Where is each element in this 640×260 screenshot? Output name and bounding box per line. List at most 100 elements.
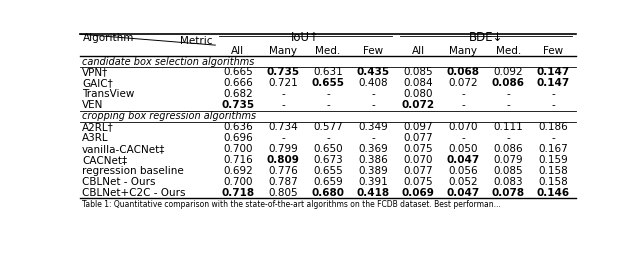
Text: -: - bbox=[371, 133, 375, 143]
Text: VPN†: VPN† bbox=[82, 67, 108, 77]
Text: CACNet‡: CACNet‡ bbox=[82, 155, 127, 165]
Text: A2RL†: A2RL† bbox=[82, 122, 114, 132]
Text: CBLNet - Ours: CBLNet - Ours bbox=[82, 177, 156, 187]
Text: -: - bbox=[461, 89, 465, 99]
Text: 0.079: 0.079 bbox=[493, 155, 523, 165]
Text: 0.158: 0.158 bbox=[539, 166, 568, 176]
Text: 0.069: 0.069 bbox=[402, 187, 435, 198]
Text: -: - bbox=[552, 133, 556, 143]
Text: 0.075: 0.075 bbox=[403, 144, 433, 154]
Text: 0.386: 0.386 bbox=[358, 155, 388, 165]
Text: 0.083: 0.083 bbox=[493, 177, 523, 187]
Text: BDE↓: BDE↓ bbox=[468, 31, 503, 44]
Text: 0.097: 0.097 bbox=[403, 122, 433, 132]
Text: 0.078: 0.078 bbox=[492, 187, 525, 198]
Text: 0.665: 0.665 bbox=[223, 67, 253, 77]
Text: 0.787: 0.787 bbox=[268, 177, 298, 187]
Text: 0.809: 0.809 bbox=[266, 155, 300, 165]
Text: Algorithm: Algorithm bbox=[83, 33, 134, 43]
Text: Few: Few bbox=[363, 46, 383, 56]
Text: cropping box regression algorithms: cropping box regression algorithms bbox=[83, 111, 257, 121]
Text: 0.718: 0.718 bbox=[221, 187, 254, 198]
Text: -: - bbox=[371, 89, 375, 99]
Text: 0.577: 0.577 bbox=[313, 122, 343, 132]
Text: Few: Few bbox=[543, 46, 563, 56]
Text: 0.682: 0.682 bbox=[223, 89, 253, 99]
Text: VEN: VEN bbox=[82, 100, 103, 110]
Text: 0.666: 0.666 bbox=[223, 78, 253, 88]
Text: 0.408: 0.408 bbox=[358, 78, 388, 88]
Text: -: - bbox=[506, 133, 510, 143]
Text: 0.092: 0.092 bbox=[493, 67, 523, 77]
Text: Med.: Med. bbox=[316, 46, 340, 56]
Text: 0.077: 0.077 bbox=[403, 166, 433, 176]
Text: 0.047: 0.047 bbox=[447, 155, 480, 165]
Text: Metric: Metric bbox=[180, 36, 212, 46]
Text: 0.056: 0.056 bbox=[449, 166, 478, 176]
Text: TransView: TransView bbox=[82, 89, 134, 99]
Text: 0.167: 0.167 bbox=[539, 144, 568, 154]
Text: -: - bbox=[326, 89, 330, 99]
Text: 0.734: 0.734 bbox=[268, 122, 298, 132]
Text: 0.147: 0.147 bbox=[537, 67, 570, 77]
Text: -: - bbox=[281, 89, 285, 99]
Text: 0.085: 0.085 bbox=[403, 67, 433, 77]
Text: 0.075: 0.075 bbox=[403, 177, 433, 187]
Text: 0.655: 0.655 bbox=[313, 166, 343, 176]
Text: CBLNet+C2C - Ours: CBLNet+C2C - Ours bbox=[82, 187, 186, 198]
Text: vanilla-CACNet‡: vanilla-CACNet‡ bbox=[82, 144, 165, 154]
Text: All: All bbox=[231, 46, 244, 56]
Text: All: All bbox=[412, 46, 425, 56]
Text: IoU↑: IoU↑ bbox=[291, 31, 320, 44]
Text: 0.047: 0.047 bbox=[447, 187, 480, 198]
Text: 0.418: 0.418 bbox=[356, 187, 390, 198]
Text: 0.636: 0.636 bbox=[223, 122, 253, 132]
Text: 0.735: 0.735 bbox=[221, 100, 254, 110]
Text: 0.700: 0.700 bbox=[223, 177, 253, 187]
Text: -: - bbox=[371, 100, 375, 110]
Text: 0.655: 0.655 bbox=[312, 78, 344, 88]
Text: 0.072: 0.072 bbox=[449, 78, 478, 88]
Text: candidate box selection algorithms: candidate box selection algorithms bbox=[83, 56, 255, 67]
Text: 0.147: 0.147 bbox=[537, 78, 570, 88]
Text: 0.369: 0.369 bbox=[358, 144, 388, 154]
Text: 0.659: 0.659 bbox=[313, 177, 343, 187]
Text: -: - bbox=[506, 100, 510, 110]
Text: -: - bbox=[506, 89, 510, 99]
Text: -: - bbox=[281, 133, 285, 143]
Text: 0.716: 0.716 bbox=[223, 155, 253, 165]
Text: 0.111: 0.111 bbox=[493, 122, 524, 132]
Text: 0.086: 0.086 bbox=[493, 144, 523, 154]
Text: Many: Many bbox=[449, 46, 477, 56]
Text: -: - bbox=[326, 100, 330, 110]
Text: 0.776: 0.776 bbox=[268, 166, 298, 176]
Text: -: - bbox=[326, 133, 330, 143]
Text: 0.186: 0.186 bbox=[539, 122, 568, 132]
Text: -: - bbox=[281, 100, 285, 110]
Text: 0.721: 0.721 bbox=[268, 78, 298, 88]
Text: 0.072: 0.072 bbox=[402, 100, 435, 110]
Text: 0.435: 0.435 bbox=[356, 67, 390, 77]
Text: 0.389: 0.389 bbox=[358, 166, 388, 176]
Text: -: - bbox=[461, 133, 465, 143]
Text: 0.086: 0.086 bbox=[492, 78, 525, 88]
Text: 0.077: 0.077 bbox=[403, 133, 433, 143]
Text: 0.700: 0.700 bbox=[223, 144, 253, 154]
Text: regression baseline: regression baseline bbox=[82, 166, 184, 176]
Text: 0.068: 0.068 bbox=[447, 67, 480, 77]
Text: 0.146: 0.146 bbox=[537, 187, 570, 198]
Text: GAIC†: GAIC† bbox=[82, 78, 113, 88]
Text: 0.631: 0.631 bbox=[313, 67, 343, 77]
Text: 0.735: 0.735 bbox=[266, 67, 300, 77]
Text: -: - bbox=[552, 100, 556, 110]
Text: Many: Many bbox=[269, 46, 297, 56]
Text: 0.050: 0.050 bbox=[449, 144, 478, 154]
Text: 0.349: 0.349 bbox=[358, 122, 388, 132]
Text: 0.052: 0.052 bbox=[449, 177, 478, 187]
Text: 0.070: 0.070 bbox=[449, 122, 478, 132]
Text: 0.799: 0.799 bbox=[268, 144, 298, 154]
Text: 0.391: 0.391 bbox=[358, 177, 388, 187]
Text: -: - bbox=[552, 89, 556, 99]
Text: -: - bbox=[461, 100, 465, 110]
Text: 0.084: 0.084 bbox=[403, 78, 433, 88]
